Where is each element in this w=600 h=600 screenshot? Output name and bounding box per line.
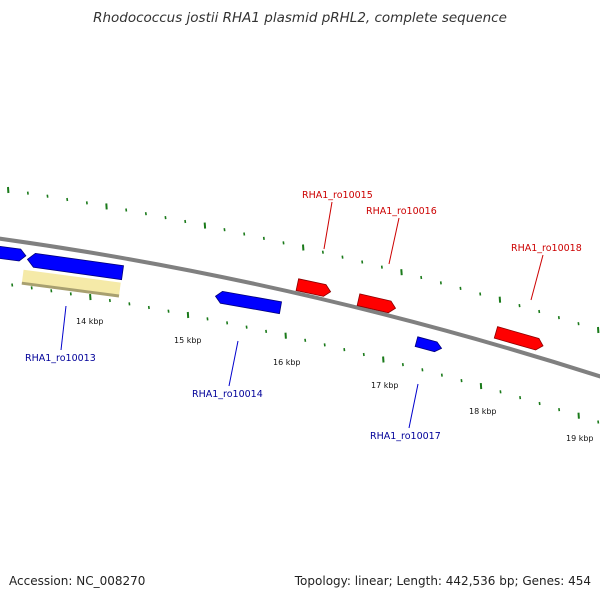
gene-label-ro10013[interactable]: RHA1_ro10013 [25, 353, 96, 364]
map-title: Rhodococcus jostii RHA1 plasmid pRHL2, c… [93, 10, 507, 26]
gene-highlight-ro10013 [21, 269, 121, 298]
gene-label-ro10018[interactable]: RHA1_ro10018 [511, 243, 582, 254]
tick-label-19kbp: 19 kbp [566, 434, 594, 443]
gene-label-ro10015[interactable]: RHA1_ro10015 [302, 190, 373, 201]
leader-line-ro10015 [323, 201, 333, 250]
leader-line-ro10014 [228, 340, 239, 387]
gene-arrow-ro10018[interactable] [493, 326, 544, 352]
gene-arrow-ro10013[interactable] [26, 252, 124, 281]
accession-text: Accession: NC_008270 [9, 574, 145, 588]
topology-summary: Topology: linear; Length: 442,536 bp; Ge… [294, 574, 591, 588]
tick-label-17kbp: 17 kbp [371, 381, 399, 390]
tick-label-16kbp: 16 kbp [273, 358, 301, 367]
leader-line-ro10016 [388, 217, 400, 265]
gene-label-ro10016[interactable]: RHA1_ro10016 [366, 206, 437, 217]
lower-tick-track [11, 283, 600, 424]
tick-label-14kbp: 14 kbp [76, 317, 104, 326]
sequence-backbone [0, 236, 600, 379]
gene-arrow-partial-left[interactable] [0, 245, 27, 262]
gene-label-ro10014[interactable]: RHA1_ro10014 [192, 389, 263, 400]
gene-arrow-ro10017[interactable] [414, 336, 443, 353]
leader-line-ro10013 [60, 305, 67, 351]
upper-tick-track [7, 186, 600, 334]
gene-arrow-ro10016[interactable] [356, 293, 397, 314]
gene-label-ro10017[interactable]: RHA1_ro10017 [370, 431, 441, 442]
leader-line-ro10017 [408, 383, 419, 429]
gene-arrow-ro10014[interactable] [214, 290, 283, 315]
leader-line-ro10018 [530, 254, 544, 301]
tick-label-18kbp: 18 kbp [469, 407, 497, 416]
gene-arrow-ro10015[interactable] [295, 278, 332, 298]
tick-label-15kbp: 15 kbp [174, 336, 202, 345]
